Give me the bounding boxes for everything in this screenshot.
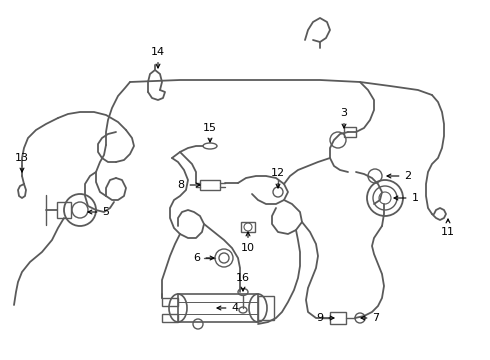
Text: 14: 14 — [151, 47, 165, 68]
Text: 11: 11 — [441, 219, 455, 237]
Bar — [57, 202, 71, 218]
Text: 1: 1 — [394, 193, 418, 203]
Circle shape — [367, 180, 403, 216]
Bar — [241, 222, 255, 232]
Bar — [330, 312, 346, 324]
Text: 6: 6 — [194, 253, 214, 263]
Bar — [258, 296, 274, 320]
Text: 16: 16 — [236, 273, 250, 291]
Text: 4: 4 — [217, 303, 239, 313]
Text: 12: 12 — [271, 168, 285, 188]
Bar — [200, 180, 220, 190]
Text: 7: 7 — [361, 313, 380, 323]
Text: 13: 13 — [15, 153, 29, 172]
Text: 8: 8 — [177, 180, 200, 190]
Text: 3: 3 — [341, 108, 347, 128]
Text: 15: 15 — [203, 123, 217, 142]
Bar — [162, 314, 178, 322]
Text: 5: 5 — [88, 207, 109, 217]
Bar — [344, 127, 356, 137]
Text: 2: 2 — [387, 171, 412, 181]
Bar — [178, 294, 258, 322]
Text: 10: 10 — [241, 232, 255, 253]
Text: 9: 9 — [317, 313, 334, 323]
Bar — [162, 298, 178, 306]
